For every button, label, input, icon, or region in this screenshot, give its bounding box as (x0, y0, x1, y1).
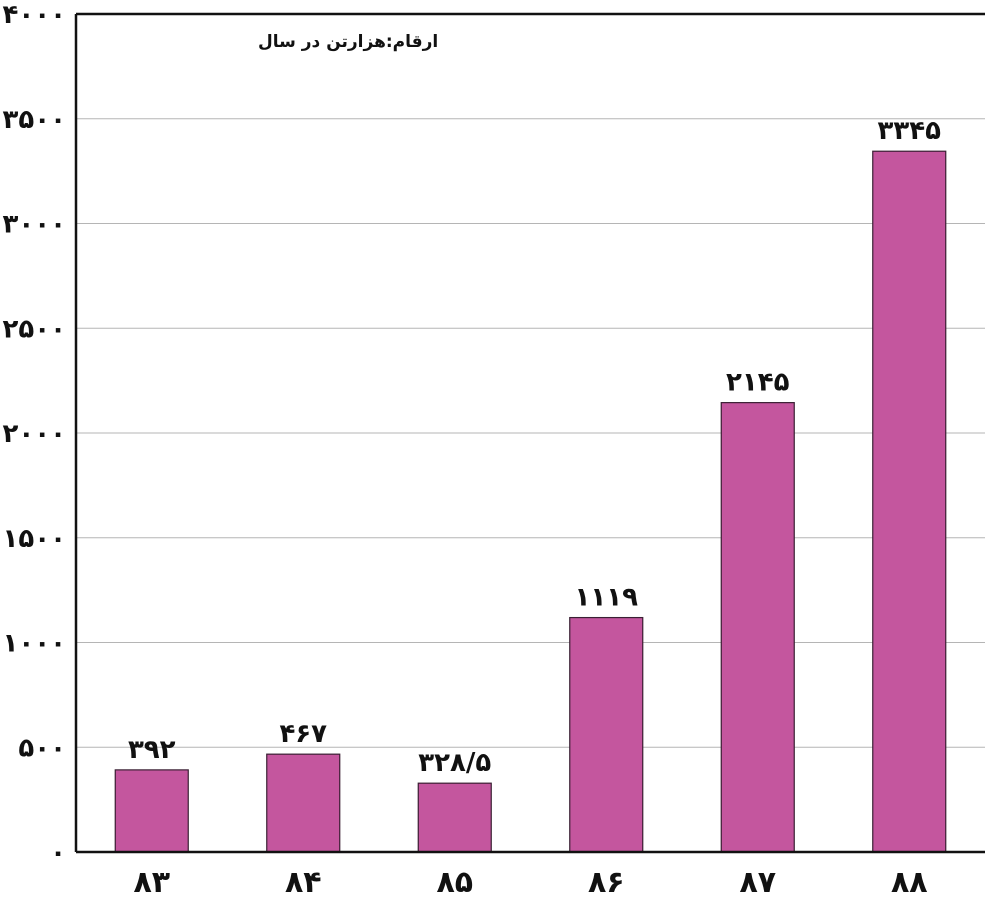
x-tick-label: ۸۷ (739, 865, 776, 897)
data-label: ۲۱۴۵ (726, 368, 790, 398)
bar (417, 782, 492, 853)
bar (114, 769, 189, 853)
bar (569, 616, 644, 853)
bar (266, 753, 341, 853)
y-tick-label: ۴۰۰۰ (3, 0, 66, 30)
data-label: ۳۹۲ (128, 735, 176, 765)
data-label: ۴۶۷ (279, 719, 327, 749)
x-tick-label: ۸۶ (588, 865, 625, 897)
gridlines (76, 118, 985, 748)
bar (720, 402, 795, 853)
y-tick-label: ۳۵۰۰ (3, 105, 66, 135)
x-tick-labels: ۸۳ ۸۴ ۸۵ ۸۶ ۸۷ ۸۸ (133, 865, 927, 897)
bars (114, 150, 947, 853)
x-tick-label: ۸۳ (133, 865, 170, 897)
x-tick-label: ۸۴ (285, 865, 322, 897)
data-label: ۳۳۴۵ (878, 116, 942, 146)
data-labels: ۳۹۲ ۴۶۷ ۳۲۸/۵ ۱۱۱۹ ۲۱۴۵ ۳۳۴۵ (128, 116, 941, 778)
y-tick-label: ۵۰۰ (18, 733, 66, 763)
y-tick-label: ۱۰۰۰ (3, 629, 66, 659)
y-tick-label: ۱۵۰۰ (3, 524, 66, 554)
data-label: ۳۲۸/۵ (418, 748, 491, 778)
y-tick-labels: ۰ ۵۰۰ ۱۰۰۰ ۱۵۰۰ ۲۰۰۰ ۲۵۰۰ ۳۰۰۰ ۳۵۰۰ ۴۰۰۰ (3, 0, 66, 868)
unit-note: ارقام:هزارتن در سال (258, 32, 438, 52)
x-tick-label: ۸۸ (891, 865, 928, 897)
y-tick-label: ۳۰۰۰ (3, 210, 66, 240)
bar (872, 150, 947, 853)
axes (74, 12, 985, 854)
data-label: ۱۱۱۹ (575, 583, 639, 613)
y-tick-label: ۲۵۰۰ (3, 314, 66, 344)
y-tick-label: ۰ (50, 838, 66, 868)
y-tick-label: ۲۰۰۰ (3, 419, 66, 449)
x-tick-label: ۸۵ (436, 865, 473, 897)
